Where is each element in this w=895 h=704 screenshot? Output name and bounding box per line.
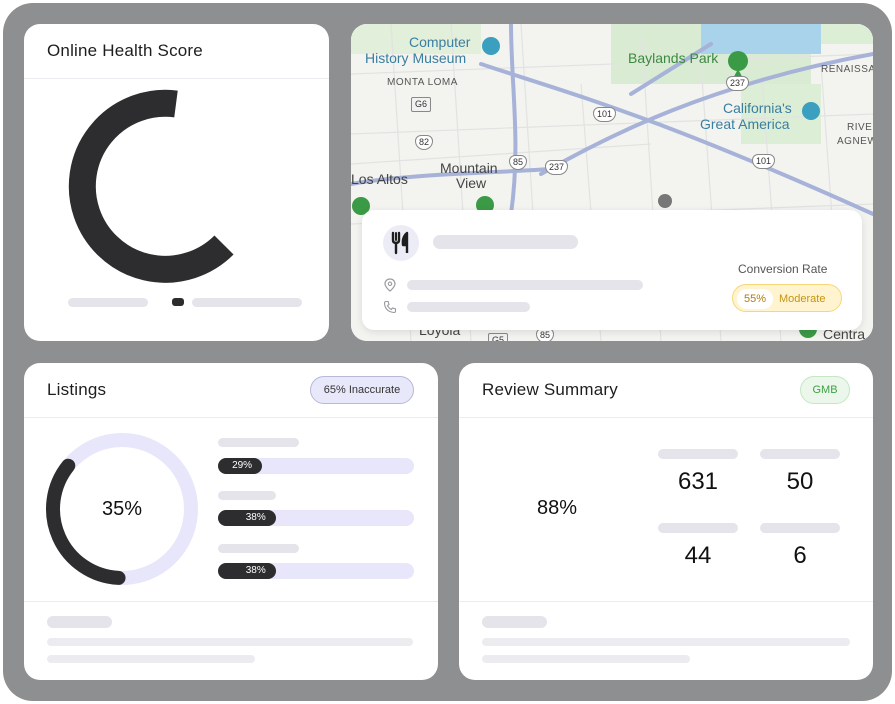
skeleton-address <box>407 280 643 290</box>
divider <box>24 601 438 602</box>
review-summary-title: Review Summary <box>482 380 618 399</box>
map-label-computer-museum: History Museum <box>365 50 467 66</box>
road-shield: G5 <box>488 333 509 341</box>
skeleton-line <box>47 616 112 628</box>
map-label-computer-museum: Computer <box>409 34 471 50</box>
review-stat: 631 <box>677 468 719 495</box>
location-pin-icon <box>384 278 396 292</box>
road-shield: 237 <box>545 160 569 175</box>
health-score-arc <box>68 89 234 283</box>
map-label-great-america: Great America <box>700 116 790 132</box>
listing-bar-fill: 38% <box>218 510 276 526</box>
map-label-mountain-view: View <box>456 175 487 191</box>
health-score-gauge <box>68 89 234 283</box>
listing-bar-track: 38% <box>218 563 414 579</box>
skeleton-line <box>658 523 738 533</box>
health-score-card: Online Health Score <box>24 24 329 341</box>
skeleton-line <box>218 491 276 500</box>
conversion-rate-label: Conversion Rate <box>738 262 828 276</box>
map-label-monta-loma: MONTA LOMA <box>387 77 458 88</box>
listings-donut-value: 35% <box>101 498 143 520</box>
divider <box>459 417 873 418</box>
conversion-rate-badge: 55% Moderate <box>732 284 842 312</box>
listing-bar-fill: 29% <box>218 458 263 474</box>
skeleton-phone <box>407 302 530 312</box>
inaccurate-badge: 65% Inaccurate <box>310 376 414 404</box>
listing-bar-track: 29% <box>218 458 414 474</box>
road-shield: 85 <box>509 155 528 170</box>
skeleton-line <box>192 298 302 307</box>
skeleton-line <box>760 449 840 459</box>
skeleton-line <box>482 638 850 646</box>
skeleton-line <box>218 438 299 447</box>
review-summary-card: Review Summary GMB 88% 631 50 44 6 <box>459 363 873 680</box>
map-label-renaissance: RENAISSA <box>821 64 873 75</box>
health-score-title: Online Health Score <box>47 41 203 60</box>
listings-donut <box>46 433 198 585</box>
divider <box>24 417 438 418</box>
skeleton-line <box>47 638 413 646</box>
gmb-badge: GMB <box>800 376 850 404</box>
fork-knife-icon <box>391 231 409 255</box>
road-shield: 101 <box>752 154 776 169</box>
road-shield: 237 <box>726 76 750 91</box>
map-label-mountain-view: Mountain <box>440 160 498 176</box>
listing-bar-track: 38% <box>218 510 414 526</box>
review-stat: 6 <box>793 542 807 569</box>
skeleton-line <box>658 449 738 459</box>
map-label-california: California's <box>723 100 792 116</box>
road-shield: G6 <box>411 97 432 112</box>
listings-donut-arc <box>46 458 126 585</box>
skeleton-line <box>482 655 690 663</box>
listings-card: Listings 65% Inaccurate 35% 29% 38% 38% <box>24 363 438 680</box>
review-stat: 50 <box>786 468 814 495</box>
map-label-agnews: AGNEW <box>837 136 873 147</box>
review-score: 88% <box>536 497 578 519</box>
phone-icon <box>383 300 397 314</box>
road-shield: 82 <box>415 135 434 150</box>
skeleton-business-name <box>433 235 578 249</box>
road-shield: 101 <box>593 107 617 122</box>
skeleton-line <box>47 655 255 663</box>
skeleton-line <box>482 616 547 628</box>
restaurant-avatar <box>383 225 419 261</box>
divider <box>24 78 329 79</box>
skeleton-line <box>68 298 148 307</box>
business-info-card[interactable]: Conversion Rate 55% Moderate <box>362 210 862 330</box>
map-label-los-altos: Los Altos <box>351 171 408 187</box>
conversion-rate-value: 55% <box>737 289 773 309</box>
skeleton-line <box>218 544 299 553</box>
listings-title: Listings <box>47 380 107 399</box>
review-stat: 44 <box>684 542 712 569</box>
map-label-rivermark: RIVE <box>847 122 873 133</box>
listing-bar-fill: 38% <box>218 563 276 579</box>
map-label-baylands: Baylands Park <box>628 50 719 66</box>
skeleton-line <box>760 523 840 533</box>
skeleton-dot <box>172 298 184 306</box>
conversion-rate-level: Moderate <box>779 293 826 305</box>
divider <box>459 601 873 602</box>
